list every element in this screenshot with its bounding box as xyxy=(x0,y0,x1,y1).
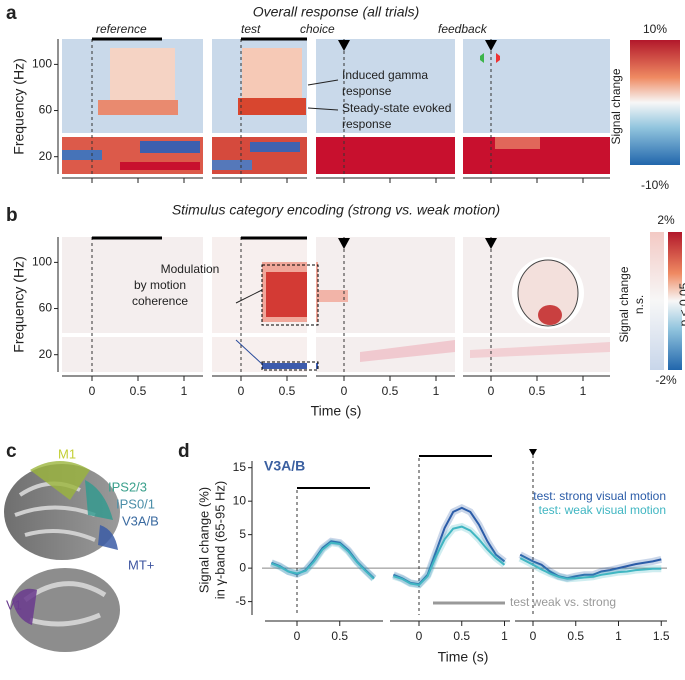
y-axis-label: Signal change (%) xyxy=(196,487,211,593)
y-tick-label: -5 xyxy=(235,594,246,608)
x-axis-label: Time (s) xyxy=(311,403,362,419)
line xyxy=(271,541,375,580)
x-axis-label: Time (s) xyxy=(438,649,489,665)
chart-title: V3A/B xyxy=(264,458,305,474)
legend-label: test: strong visual motion xyxy=(533,489,666,503)
line xyxy=(519,557,662,580)
colorbar-level: n.s. xyxy=(632,295,646,314)
chart-title: Overall response (all trials) xyxy=(253,4,420,20)
x-tick-label: 0.5 xyxy=(331,629,348,643)
y-tick-label: 15 xyxy=(233,460,247,474)
x-tick-label: 0 xyxy=(294,629,301,643)
brain-label: V1 xyxy=(6,597,22,612)
x-tick-label: 0 xyxy=(530,629,537,643)
panel-label: a xyxy=(6,3,17,24)
line xyxy=(519,553,662,580)
x-tick-label: 0 xyxy=(89,384,96,398)
brain-images xyxy=(4,461,120,652)
y-tick-label: 5 xyxy=(239,527,246,541)
brain-label: MT+ xyxy=(128,557,154,572)
x-tick-label: 1 xyxy=(433,384,440,398)
annotation: test weak vs. strong xyxy=(510,595,616,609)
y-tick-label: 60 xyxy=(39,301,53,315)
y-axis-label: Frequency (Hz) xyxy=(11,256,27,352)
epoch-label: feedback xyxy=(438,22,488,36)
annotation: coherence xyxy=(132,294,188,308)
brain-label: IPS2/3 xyxy=(108,479,147,494)
annotation: response xyxy=(342,117,392,131)
colorbar-level: p < 0.05 xyxy=(677,282,685,326)
x-tick-label: 0.5 xyxy=(529,384,546,398)
x-tick-label: 0 xyxy=(238,384,245,398)
x-tick-label: 0 xyxy=(416,629,423,643)
y-tick-label: 60 xyxy=(39,103,53,117)
annotation: Modulation xyxy=(161,262,220,276)
x-tick-label: 0.5 xyxy=(567,629,584,643)
x-tick-label: 0 xyxy=(341,384,348,398)
x-tick-label: 1.5 xyxy=(653,629,670,643)
brain-label: V3A/B xyxy=(122,513,159,528)
y-axis-label: Frequency (Hz) xyxy=(11,58,27,154)
panel-label: b xyxy=(6,205,18,226)
epoch-label: choice xyxy=(300,22,335,36)
y-tick-label: 20 xyxy=(39,149,53,163)
y-tick-label: 100 xyxy=(32,255,52,269)
colorbar-tick-label: 10% xyxy=(643,22,667,36)
colorbar-label: Signal change xyxy=(609,68,623,144)
x-tick-label: 0.5 xyxy=(279,384,296,398)
y-tick-label: 20 xyxy=(39,347,53,361)
epoch-label: reference xyxy=(96,22,147,36)
annotation: Induced gamma xyxy=(342,68,428,82)
epoch-label: test xyxy=(241,22,261,36)
line xyxy=(393,525,506,586)
panel-label: d xyxy=(178,441,190,462)
y-tick-label: 10 xyxy=(233,493,247,507)
y-tick-label: 100 xyxy=(32,57,52,71)
stimulus-bars xyxy=(297,449,537,605)
annotation: by motion xyxy=(134,278,186,292)
panel-label: c xyxy=(6,441,17,462)
y-tick-label: 0 xyxy=(239,560,246,574)
heatmap-b xyxy=(62,236,610,372)
colorbar-label: Signal change xyxy=(617,266,631,342)
x-tick-label: 1 xyxy=(181,384,188,398)
annotation: response xyxy=(342,84,392,98)
x-tick-label: 0.5 xyxy=(130,384,147,398)
x-tick-label: 1 xyxy=(501,629,508,643)
x-tick-label: 0 xyxy=(488,384,495,398)
colorbar-sig xyxy=(668,232,682,370)
colorbar-ns xyxy=(650,232,664,370)
x-tick-label: 1 xyxy=(580,384,587,398)
x-tick-label: 0.5 xyxy=(382,384,399,398)
annotation: Steady-state evoked xyxy=(342,101,451,115)
colorbar-tick-label: 2% xyxy=(657,213,675,227)
colorbar-tick-label: -10% xyxy=(641,178,669,192)
y-axis-label: in γ-band (65-95 Hz) xyxy=(212,481,227,600)
legend-label: test: weak visual motion xyxy=(539,503,666,517)
chart-title: Stimulus category encoding (strong vs. w… xyxy=(172,202,500,218)
heatmap-a xyxy=(62,37,610,174)
colorbar-tick-label: -2% xyxy=(655,373,677,387)
brain-label: M1 xyxy=(58,446,76,461)
brain-label: IPS0/1 xyxy=(116,496,155,511)
x-tick-label: 0.5 xyxy=(453,629,470,643)
colorbar xyxy=(630,40,680,165)
x-tick-label: 1 xyxy=(615,629,622,643)
